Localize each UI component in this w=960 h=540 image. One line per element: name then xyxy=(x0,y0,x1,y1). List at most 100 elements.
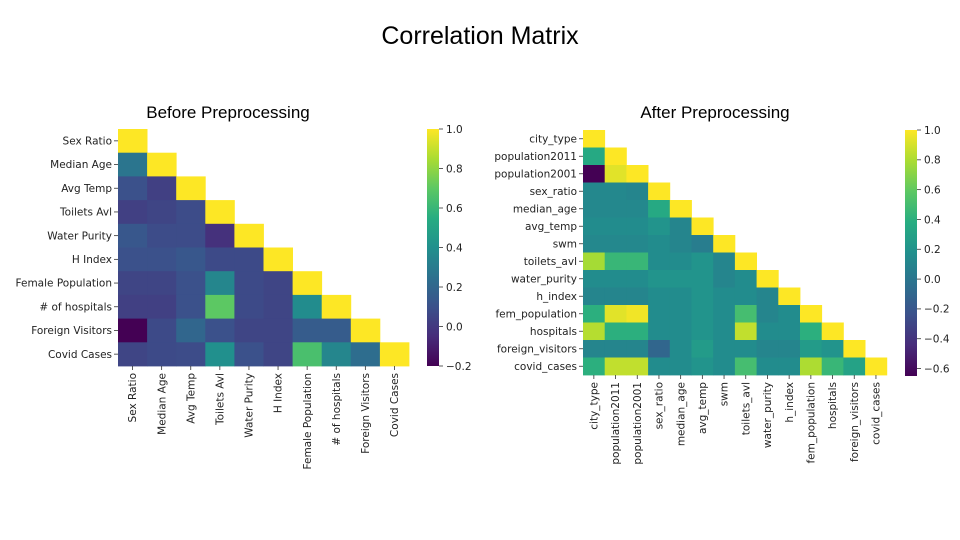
x-tick-label: Median Age xyxy=(156,373,168,435)
heatmap-cell xyxy=(350,318,381,343)
heatmap-cell xyxy=(583,322,606,341)
x-tick-label: median_age xyxy=(675,382,687,446)
heatmap-cell xyxy=(147,223,177,248)
x-tick-label: H Index xyxy=(273,373,285,413)
x-tick-label: Avg Temp xyxy=(185,373,197,424)
x-tick-label: Female Population xyxy=(302,373,314,469)
colorbar-tick-label: 0.8 xyxy=(924,155,941,167)
heatmap-cell xyxy=(147,247,177,272)
heatmap-cell xyxy=(604,147,627,166)
heatmap-cell xyxy=(176,223,206,248)
heatmap-cell xyxy=(205,342,235,367)
heatmap-cell xyxy=(234,342,264,367)
heatmap-cell xyxy=(379,342,410,367)
heatmap-cell xyxy=(778,340,801,358)
y-tick-label: swm xyxy=(553,238,577,250)
heatmap-cell xyxy=(626,252,649,271)
y-tick-label: Female Population xyxy=(16,278,112,290)
heatmap-cell xyxy=(734,305,757,323)
heatmap-cell xyxy=(756,322,779,341)
heatmap-cell xyxy=(691,305,714,323)
heatmap-cell xyxy=(263,342,293,367)
heatmap-cell xyxy=(626,235,649,253)
heatmap-cell xyxy=(234,294,264,319)
y-tick-label: Toilets Avl xyxy=(59,207,112,219)
heatmap-cell xyxy=(604,200,627,218)
heatmap-cell xyxy=(583,200,606,218)
y-tick-label: h_index xyxy=(536,291,577,303)
colorbar-tick-label: 0.4 xyxy=(924,214,941,226)
heatmap-cell xyxy=(626,357,649,376)
colorbar-tick-label: −0.2 xyxy=(446,361,472,373)
heatmap-cell xyxy=(713,357,736,376)
heatmap-cell xyxy=(648,217,671,236)
heatmap-cell xyxy=(648,270,671,288)
heatmap-cell xyxy=(691,217,714,236)
heatmap-cell xyxy=(292,318,323,343)
heatmap-cell xyxy=(778,357,801,376)
x-tick-label: Covid Cases xyxy=(389,373,401,437)
heatmap-cell xyxy=(583,217,606,236)
y-tick-label: water_purity xyxy=(511,273,577,285)
y-tick-label: sex_ratio xyxy=(530,186,577,198)
heatmap-cell xyxy=(626,270,649,288)
heatmap-cell xyxy=(691,287,714,306)
y-tick-label: population2001 xyxy=(494,168,577,180)
heatmap-cell xyxy=(691,340,714,358)
heatmap-cell xyxy=(583,270,606,288)
heatmap-cell xyxy=(234,223,264,248)
heatmap-cell xyxy=(669,322,692,341)
heatmap-cell xyxy=(263,271,293,296)
heatmap-cell xyxy=(321,294,352,319)
y-tick-label: # of hospitals xyxy=(39,301,112,313)
y-tick-label: city_type xyxy=(529,133,577,145)
heatmap-cell xyxy=(205,294,235,319)
heatmap-cell xyxy=(713,235,736,253)
heatmap-cell xyxy=(626,165,649,183)
heatmap-cell xyxy=(648,322,671,341)
heatmap-cell xyxy=(756,357,779,376)
y-tick-label: population2011 xyxy=(494,151,577,163)
heatmap-cell xyxy=(778,287,801,306)
heatmap-cell xyxy=(118,271,148,296)
heatmap-cell xyxy=(843,340,866,358)
heatmap-cell xyxy=(648,252,671,271)
y-tick-label: Avg Temp xyxy=(61,183,112,195)
colorbar-tick-label: 0.8 xyxy=(446,163,463,175)
heatmap-cell xyxy=(691,357,714,376)
heatmap-cell xyxy=(583,130,606,148)
x-tick-label: population2011 xyxy=(610,382,622,465)
heatmap-cell xyxy=(583,165,606,183)
heatmap-cell xyxy=(583,182,606,201)
heatmap-cell xyxy=(176,342,206,367)
heatmap-cell xyxy=(604,357,627,376)
heatmap-cell xyxy=(669,200,692,218)
colorbar-tick-label: 0.0 xyxy=(446,321,463,333)
heatmap-title: Before Preprocessing xyxy=(146,103,309,122)
heatmap-cell xyxy=(669,305,692,323)
heatmap-cell xyxy=(691,235,714,253)
x-tick-label: sex_ratio xyxy=(654,382,666,429)
heatmap-cell xyxy=(626,217,649,236)
colorbar-tick-label: 0.0 xyxy=(924,274,941,286)
heatmap-cell xyxy=(604,252,627,271)
heatmap-cell xyxy=(800,340,823,358)
heatmap-cell xyxy=(713,287,736,306)
heatmap-cell xyxy=(147,294,177,319)
heatmap-cell xyxy=(176,318,206,343)
heatmap-cell xyxy=(118,176,148,201)
heatmap-cell xyxy=(205,247,235,272)
heatmap-cell xyxy=(648,235,671,253)
colorbar-tick-label: −0.2 xyxy=(924,304,950,316)
heatmap-cell xyxy=(205,223,235,248)
heatmap-title: After Preprocessing xyxy=(640,103,789,122)
x-tick-label: # of hospitals xyxy=(331,373,343,446)
heatmap-cell xyxy=(626,322,649,341)
heatmap-cell xyxy=(648,287,671,306)
heatmap-cell xyxy=(648,305,671,323)
x-tick-label: foreign_visitors xyxy=(849,382,861,462)
y-tick-label: Water Purity xyxy=(47,230,112,242)
heatmap-cell xyxy=(778,322,801,341)
y-tick-label: Sex Ratio xyxy=(63,136,112,148)
heatmap-cell xyxy=(321,318,352,343)
